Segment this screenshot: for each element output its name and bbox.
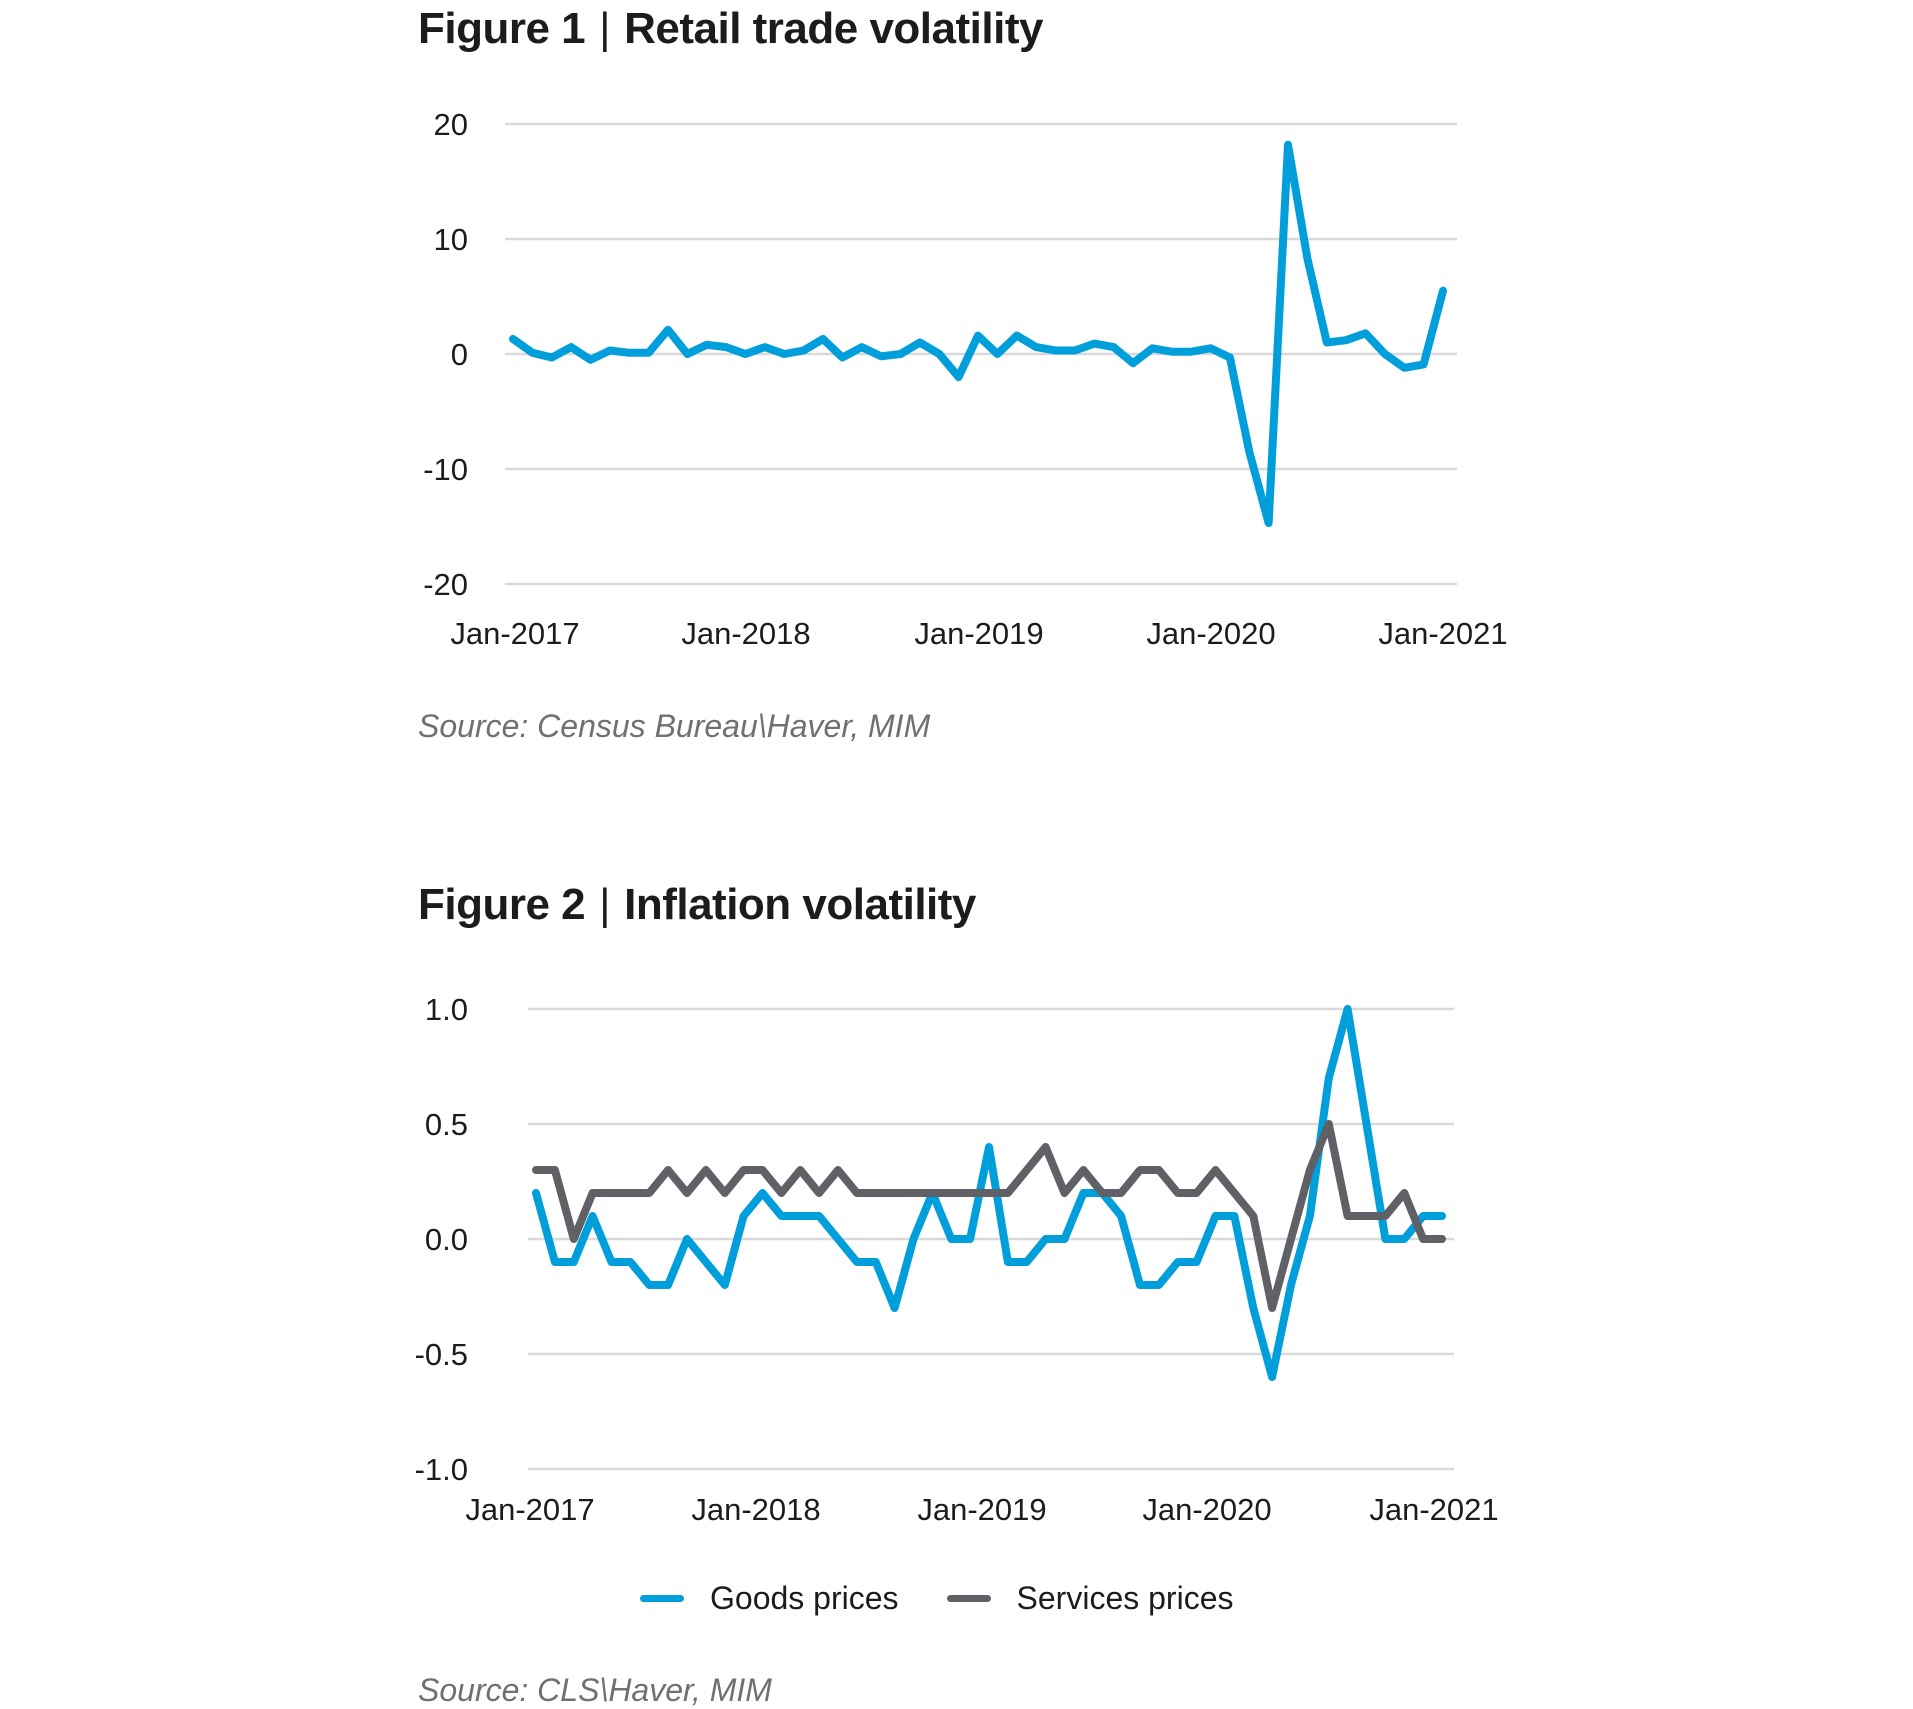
inflation-chart: 1.0 0.5 0.0 -0.5 -1.0 Jan-2017 Jan-2018 Jan-201… (415, 992, 1499, 1527)
series-line-retail-trade (509, 140, 1447, 527)
legend-item-services: Services prices (946, 1580, 1234, 1617)
y-tick-label: -20 (423, 567, 468, 602)
y-tick-label: 0.0 (425, 1222, 468, 1257)
legend-swatch-services (946, 1595, 991, 1602)
x-tick-label: Jan-2019 (917, 1492, 1046, 1527)
figure-2-title-text: Inflation volatility (624, 880, 976, 929)
y-tick-label: 20 (434, 107, 468, 142)
x-tick-label: Jan-2020 (1146, 616, 1275, 651)
title-separator: | (599, 880, 611, 929)
x-tick-label: Jan-2018 (681, 616, 810, 651)
retail-trade-chart: 20 10 0 -10 -20 Jan-2017 Jan-2018 Jan-2019 Jan-2… (423, 107, 1507, 651)
figure-2-source: Source: CLS\Haver, MIM (418, 1672, 772, 1708)
figure-2-number: Figure 2 (418, 880, 586, 929)
series-line-goods-prices (532, 1005, 1446, 1381)
legend-item-goods: Goods prices (640, 1580, 899, 1617)
x-tick-label: Jan-2017 (450, 616, 579, 651)
figure-1-title: Figure 1 | Retail trade volatility (418, 4, 1043, 54)
y-tick-label: -0.5 (415, 1337, 468, 1372)
x-tick-label: Jan-2017 (465, 1492, 594, 1527)
legend-label-goods: Goods prices (710, 1580, 899, 1616)
y-tick-label: 0.5 (425, 1107, 468, 1142)
x-tick-label: Jan-2021 (1378, 616, 1507, 651)
x-tick-label: Jan-2021 (1369, 1492, 1498, 1527)
y-tick-label: 1.0 (425, 992, 468, 1027)
x-tick-label: Jan-2018 (691, 1492, 820, 1527)
figure-1-source: Source: Census Bureau\Haver, MIM (418, 708, 931, 744)
legend-label-services: Services prices (1016, 1580, 1234, 1616)
y-tick-label: -1.0 (415, 1452, 468, 1487)
chart-legend: Goods prices Services prices (640, 1580, 1281, 1617)
x-tick-label: Jan-2019 (914, 616, 1043, 651)
y-tick-label: -10 (423, 452, 468, 487)
legend-swatch-goods (640, 1595, 684, 1602)
title-separator: | (599, 4, 611, 53)
figure-1-title-text: Retail trade volatility (624, 4, 1043, 53)
y-tick-label: 10 (434, 222, 468, 257)
x-tick-label: Jan-2020 (1142, 1492, 1271, 1527)
figure-2-title: Figure 2 | Inflation volatility (418, 880, 976, 930)
series-line-services-prices (532, 1120, 1446, 1312)
figure-1-number: Figure 1 (418, 4, 586, 53)
y-tick-label: 0 (451, 337, 468, 372)
